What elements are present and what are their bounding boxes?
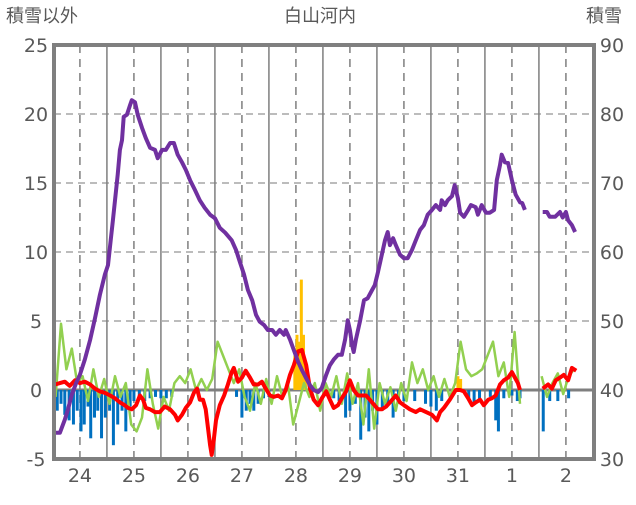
x-tick-label: 29: [338, 465, 362, 487]
blue-bar: [116, 390, 120, 425]
blue-bar: [111, 390, 115, 446]
blue-bar: [55, 390, 59, 411]
blue-bar: [467, 390, 471, 399]
blue-bar: [472, 390, 476, 404]
blue-bar: [348, 390, 352, 411]
left-tick-label: 15: [24, 173, 48, 195]
blue-bar: [541, 390, 545, 432]
blue-bar: [93, 390, 96, 418]
blue-bar: [359, 390, 363, 440]
orange-bar: [459, 378, 463, 390]
blue-bar: [96, 390, 100, 411]
orange-bar: [299, 279, 303, 390]
x-tick-label: 30: [392, 465, 416, 487]
blue-bar: [100, 390, 104, 439]
blue-bar: [332, 390, 336, 399]
x-tick-label: 26: [176, 465, 200, 487]
left-tick-label: -5: [27, 449, 46, 471]
blue-bar: [494, 390, 498, 421]
blue-bar: [248, 390, 252, 404]
grid: [54, 45, 594, 459]
blue-bar: [235, 390, 239, 397]
orange-bar: [293, 355, 297, 390]
chart-title: 白山河内: [284, 6, 356, 27]
blue-bar: [440, 390, 444, 402]
blue-bar: [82, 390, 86, 425]
x-tick-label: 28: [284, 465, 308, 487]
plot-frame: [52, 43, 596, 461]
blue-bar: [496, 390, 500, 432]
right-tick-label: 90: [600, 35, 624, 57]
red-line: [54, 348, 578, 457]
blue-bar: [120, 390, 124, 411]
x-tick-label: 31: [446, 465, 470, 487]
right-tick-label: 50: [600, 311, 624, 333]
lines: [54, 98, 578, 457]
left-tick-label: 25: [24, 35, 48, 57]
bars: [55, 279, 571, 446]
blue-bar: [478, 390, 482, 402]
blue-bar: [429, 390, 433, 407]
ticks: -5 0 5 10 15 20 25 30 40 50 60 70 80 90 24 25 26 27 28 29 30…: [24, 35, 624, 487]
x-tick-label: 25: [122, 465, 146, 487]
right-tick-label: 40: [600, 380, 624, 402]
left-tick-label: 0: [30, 380, 42, 402]
blue-bar: [159, 390, 163, 399]
blue-bar: [488, 390, 492, 397]
blue-bar: [252, 390, 256, 411]
x-tick-label: 24: [68, 465, 92, 487]
left-tick-label: 20: [24, 104, 48, 126]
x-tick-label: 27: [230, 465, 254, 487]
blue-bar: [154, 390, 158, 397]
blue-bar: [75, 390, 79, 411]
right-tick-label: 70: [600, 173, 624, 195]
x-tick-label: 2: [560, 465, 572, 487]
blue-bar: [413, 390, 417, 402]
blue-bar: [240, 390, 244, 418]
orange-bar: [456, 376, 460, 390]
blue-bar: [103, 390, 107, 418]
blue-bar: [380, 390, 384, 411]
blue-bar: [515, 390, 519, 402]
snow_depth-line: [55, 98, 577, 435]
blue-bar: [132, 390, 136, 402]
blue-bar: [124, 390, 128, 432]
blue-bar: [367, 390, 371, 432]
blue-bar: [510, 390, 514, 396]
left-axis-label: 積雪以外: [6, 6, 78, 27]
blue-bar: [128, 390, 132, 407]
blue-bar: [59, 390, 63, 404]
right-tick-label: 80: [600, 104, 624, 126]
blue-bar: [344, 390, 348, 418]
blue-bar: [79, 390, 83, 432]
blue-bar: [424, 390, 428, 404]
blue-bar: [89, 390, 93, 439]
right-tick-label: 60: [600, 242, 624, 264]
right-axis-label: 積雪: [586, 6, 622, 27]
blue-bar: [548, 390, 552, 402]
blue-bar: [71, 390, 75, 425]
blue-bar: [434, 390, 438, 411]
left-tick-label: 10: [24, 242, 48, 264]
left-tick-label: 5: [30, 311, 42, 333]
blue-bar: [164, 390, 168, 399]
x-tick-label: 1: [506, 465, 518, 487]
blue-bar: [556, 390, 560, 402]
blue-bar: [567, 390, 571, 399]
right-tick-label: 30: [600, 449, 624, 471]
blue-bar: [502, 390, 506, 399]
blue-bar: [63, 390, 67, 415]
